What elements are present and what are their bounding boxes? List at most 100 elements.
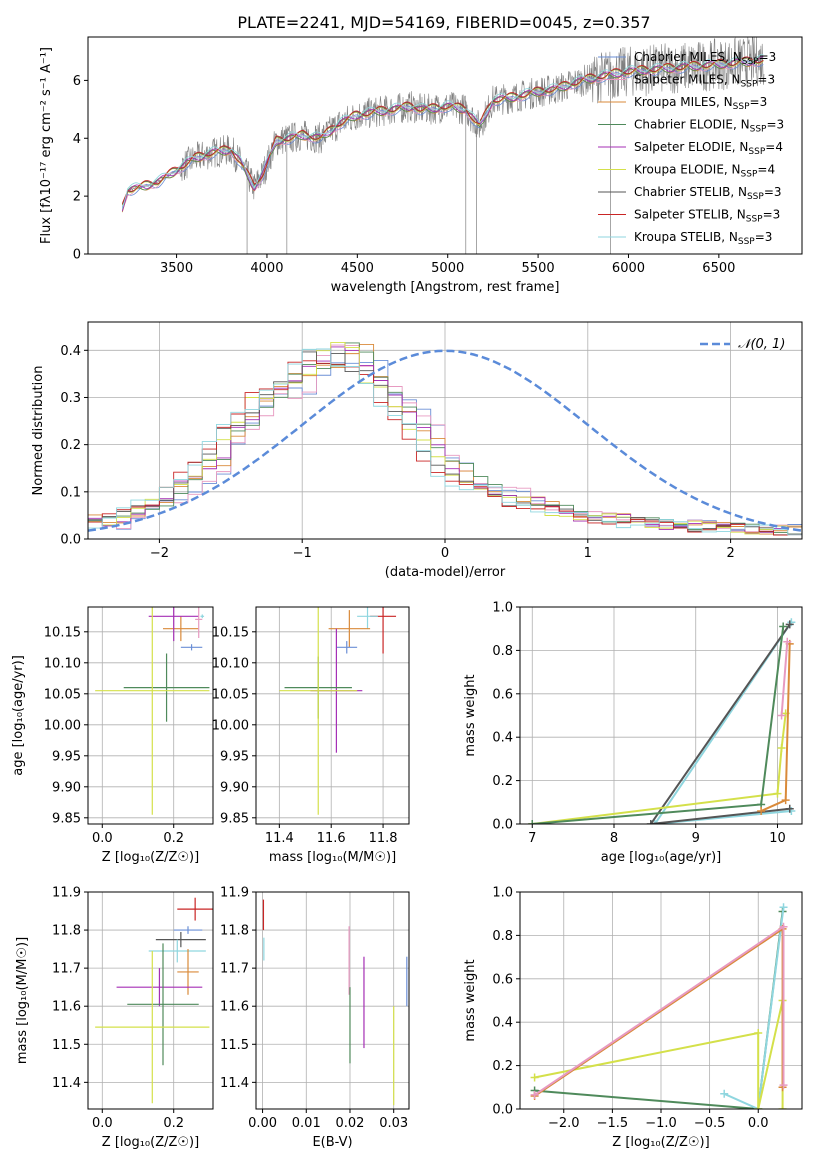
x-tick-label: −2 — [150, 546, 169, 561]
y-tick-label: 10.05 — [212, 687, 249, 702]
legend-label-suffix: =3 — [766, 118, 784, 132]
errorbar-point-kroupa_miles — [163, 616, 199, 642]
legend-label-prefix: Chabrier ELODIE, N — [634, 118, 750, 132]
weight-marker — [757, 806, 766, 815]
axes-frame — [87, 606, 214, 825]
x-tick-label: −1.0 — [645, 1116, 677, 1131]
errorbar-point-salpeter_elodie — [148, 607, 199, 642]
legend-label-sub: SSP — [748, 147, 765, 157]
x-tick-label: 5500 — [522, 261, 555, 276]
x-tick-label: 0.01 — [292, 1116, 321, 1131]
residual-legend: 𝒩(0, 1) — [700, 337, 785, 352]
y-tick-label: 9.95 — [52, 749, 81, 764]
errorbar-point-kroupa_stelib — [200, 614, 205, 619]
y-tick-label: 11.6 — [52, 1000, 81, 1015]
x-tick-label: 0.0 — [92, 1116, 113, 1131]
hist-chabrier_stelib — [88, 351, 802, 536]
weight-marker — [773, 789, 782, 798]
x-tick-label: 6500 — [702, 261, 735, 276]
x-tick-label: 3500 — [160, 261, 193, 276]
y-tick-label: 10.00 — [212, 718, 249, 733]
weight-marker — [720, 1089, 729, 1098]
hist-kroupa_stelib — [88, 348, 802, 536]
legend-label-suffix: =3 — [755, 230, 773, 244]
plot-area — [279, 607, 397, 815]
weight-marker — [528, 820, 537, 824]
weight-marker — [646, 820, 655, 824]
x-tick-label: −0.5 — [694, 1116, 726, 1131]
weight-marker — [785, 620, 794, 629]
x-tick-label: 0.02 — [336, 1116, 365, 1131]
weight-marker — [781, 796, 790, 805]
legend-label-suffix: =3 — [759, 50, 777, 64]
plot-area — [528, 618, 796, 824]
legend-label-sub: SSP — [733, 102, 750, 112]
y-tick-label: 10.10 — [212, 656, 249, 671]
legend-label-prefix: Salpeter ELODIE, N — [634, 140, 748, 154]
weight-marker — [777, 711, 786, 720]
y-tick-label: 11.8 — [220, 924, 249, 939]
legend-label-sub: SSP — [741, 80, 758, 90]
y-axis-label: mass weight — [463, 674, 478, 756]
y-tick-label: 11.8 — [52, 924, 81, 939]
legend-label: Kroupa MILES, NSSP=3 — [634, 95, 767, 112]
plot-area — [262, 899, 408, 1106]
errorbar-point-salpeter_miles — [195, 607, 203, 638]
legend-label-normal: 𝒩(0, 1) — [738, 337, 785, 352]
x-tick-label: 1 — [584, 546, 592, 561]
y-tick-label: 4 — [73, 132, 81, 147]
y-tick-label: 0.8 — [492, 644, 513, 659]
x-axis-label: Z [log₁₀(Z/Z☉)] — [612, 1135, 709, 1150]
axes-age-vs-mass: 11.4 11.6 11.8 9.85 9.90 9.95 10.00 10.05 10.10 1… — [212, 606, 410, 865]
y-tick-label: 0.0 — [60, 533, 81, 548]
weight-marker — [778, 1105, 787, 1109]
x-axis-label: Z [log₁₀(Z/Z☉)] — [102, 1135, 199, 1150]
x-axis-label: wavelength [Angstrom, rest frame] — [331, 280, 560, 295]
y-axis-label: age [log₁₀(age/yr)] — [11, 655, 26, 776]
y-tick-label: 11.9 — [220, 886, 249, 901]
legend-label-prefix: Chabrier STELIB, N — [634, 185, 747, 199]
x-tick-label: 5000 — [431, 261, 464, 276]
plot-area — [95, 897, 213, 1104]
y-tick-label: 10.15 — [212, 625, 249, 640]
x-tick-label: 11.6 — [317, 831, 346, 846]
y-axis-label: Normed distribution — [31, 366, 46, 496]
y-tick-label: 11.4 — [52, 1076, 81, 1091]
weight-marker — [754, 1105, 763, 1109]
y-tick-label: 11.4 — [220, 1076, 249, 1091]
weight-marker — [785, 804, 794, 813]
legend-label: Salpeter ELODIE, NSSP=4 — [634, 140, 783, 157]
x-axis-label: Z [log₁₀(Z/Z☉)] — [102, 850, 199, 865]
y-tick-label: 10.05 — [44, 687, 81, 702]
y-tick-label: 0.3 — [60, 391, 81, 406]
errorbar-point-kroupa_miles — [328, 610, 371, 648]
y-tick-label: 0.2 — [492, 1059, 513, 1074]
x-tick-label: 10 — [769, 831, 786, 846]
y-tick-label: 0.6 — [492, 687, 513, 702]
legend-label-prefix: Salpeter MILES, N — [634, 73, 741, 87]
weight-marker — [779, 903, 788, 912]
legend-label-suffix: =3 — [763, 208, 781, 222]
legend-label: Chabrier MILES, NSSP=3 — [634, 50, 776, 67]
x-tick-label: −1.5 — [597, 1116, 629, 1131]
axes-frame — [255, 606, 410, 825]
x-tick-label: 6000 — [612, 261, 645, 276]
legend-label-sub: SSP — [742, 57, 759, 67]
weight-marker — [779, 1081, 788, 1090]
y-tick-label: 1.0 — [492, 601, 513, 616]
errorbar-point-salpeter_elodie — [116, 968, 203, 1007]
y-tick-label: 0 — [73, 248, 81, 263]
x-tick-label: 0.0 — [748, 1116, 769, 1131]
plot-area — [121, 37, 765, 254]
x-tick-label: 0.0 — [92, 831, 113, 846]
weight-marker — [754, 1029, 763, 1038]
errorbar-point-kroupa_stelib — [148, 939, 206, 963]
figure-title: PLATE=2241, MJD=54169, FIBERID=0045, z=0… — [237, 13, 650, 32]
legend-label: Chabrier STELIB, NSSP=3 — [634, 185, 782, 202]
axes-frame — [87, 36, 803, 255]
y-tick-label: 10.15 — [44, 625, 81, 640]
axes-residuals: −2 −1 0 1 2 0.0 0.1 0.2 0.3 0.4 (data-model)/error… — [31, 321, 803, 580]
plot-area — [530, 903, 788, 1109]
errorbar-point-kroupa_elodie — [279, 607, 358, 815]
